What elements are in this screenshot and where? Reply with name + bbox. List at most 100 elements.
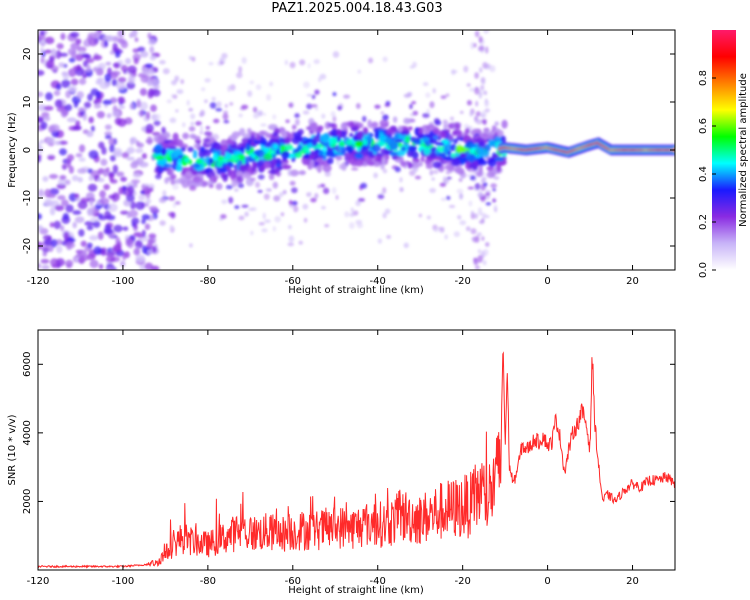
spectrogram-blob xyxy=(162,190,167,197)
spectrogram-blob xyxy=(115,81,126,90)
spectrogram-blob xyxy=(474,182,481,190)
spectrogram-blob xyxy=(380,111,385,115)
spectrogram-blob xyxy=(367,119,372,129)
spectrogram-blob xyxy=(442,178,450,185)
spectrogram-blob xyxy=(355,158,364,167)
spectrogram-blob xyxy=(66,154,75,162)
spectrogram-blob xyxy=(90,125,95,132)
spectrogram-blob xyxy=(77,176,84,183)
spectrogram-blob xyxy=(459,152,467,158)
spectrogram-blob xyxy=(483,182,488,187)
spectrogram-blob xyxy=(42,234,52,241)
spectrogram-blob xyxy=(39,139,45,144)
spectrogram-blob xyxy=(60,32,66,41)
spectrogram-blob xyxy=(428,151,437,159)
spectrogram-blob xyxy=(470,228,477,235)
spectrogram-blob xyxy=(60,108,68,118)
spectrogram-blob xyxy=(485,202,492,206)
spectrogram-blob xyxy=(57,195,66,201)
spectrogram-blob xyxy=(474,213,479,219)
spectrogram-blob xyxy=(403,118,411,125)
spectrogram-blob xyxy=(176,164,183,172)
y-tick-label: 6000 xyxy=(22,352,33,377)
spectrogram-blob xyxy=(208,184,214,189)
spectrogram-blob xyxy=(45,92,53,101)
spectrogram-blob xyxy=(205,126,210,130)
spectrogram-blob xyxy=(158,197,167,204)
spectrogram-blob xyxy=(474,146,485,156)
spectrogram-blob xyxy=(109,173,114,182)
spectrogram-blob xyxy=(407,145,418,152)
spectrogram-blob xyxy=(302,144,309,153)
spectrogram-blob xyxy=(105,251,116,257)
spectrogram-blob xyxy=(425,92,431,98)
spectrogram-blob xyxy=(332,51,340,58)
spectrogram-blob xyxy=(87,93,93,102)
spectrogram-blob xyxy=(109,155,116,162)
spectrogram-blob xyxy=(38,213,43,220)
spectrogram-blob xyxy=(55,83,62,91)
spectrogram-blob xyxy=(478,92,483,99)
spectrogram-blob xyxy=(184,158,190,163)
spectrogram-blob xyxy=(304,138,314,144)
spectrogram-blob xyxy=(291,200,298,206)
spectrogram-blob xyxy=(451,69,456,76)
spectrogram-blob xyxy=(104,134,112,140)
spectrogram-blob xyxy=(467,186,475,190)
spectrogram-blob xyxy=(78,144,86,153)
spectrogram-blob xyxy=(322,187,330,195)
spectrogram-blob xyxy=(77,200,88,210)
spectrogram-blob xyxy=(281,150,290,160)
spectrogram-blob xyxy=(327,122,336,128)
spectrogram-blob xyxy=(86,64,91,73)
spectrogram-blob xyxy=(187,146,195,153)
spectrogram-blob xyxy=(361,115,367,122)
spectrogram-blob xyxy=(75,38,82,45)
spectrogram-blob xyxy=(138,161,149,168)
spectrogram-blob xyxy=(241,57,247,64)
spectrogram-blob xyxy=(288,199,293,206)
spectrogram-blob xyxy=(97,177,105,183)
spectrogram-blob xyxy=(470,41,475,50)
spectrogram-blob xyxy=(82,60,88,68)
spectrogram-blob xyxy=(249,131,256,137)
spectrogram-blob xyxy=(321,113,326,119)
spectrogram-blob xyxy=(454,122,460,130)
figure-title: PAZ1.2025.004.18.43.G03 xyxy=(271,1,443,16)
spectrogram-blob xyxy=(42,246,50,253)
spectrogram-blob xyxy=(125,194,135,202)
spectrogram-blob xyxy=(382,212,387,219)
spectrogram-blob xyxy=(442,119,448,124)
spectrogram-blob xyxy=(249,177,256,182)
spectrogram-blob xyxy=(473,257,477,262)
spectrogram-blob xyxy=(469,175,476,181)
spectrogram-blob xyxy=(255,181,261,188)
spectrogram-blob xyxy=(331,128,337,138)
y-tick-label: -10 xyxy=(22,190,33,206)
spectrogram-blob xyxy=(340,129,347,139)
spectrogram-blob xyxy=(127,185,135,195)
spectrogram-blob xyxy=(61,71,68,76)
spectrogram-blob xyxy=(234,205,240,210)
spectrogram-blob xyxy=(241,104,249,110)
spectrogram-blob xyxy=(44,36,55,45)
spectrogram-blob xyxy=(496,129,504,137)
y-tick-label: 10 xyxy=(22,96,33,109)
spectrogram-blob xyxy=(139,88,148,96)
spectrogram-blob xyxy=(83,101,92,109)
spectrogram-blob xyxy=(213,118,220,124)
spectrogram-blob xyxy=(139,109,144,118)
spectrogram-blob xyxy=(147,38,157,46)
spectrogram-blob xyxy=(468,164,478,169)
spectrogram-blob xyxy=(310,122,318,130)
x-tick-label: -120 xyxy=(27,276,50,287)
spectrogram-blob xyxy=(354,153,364,160)
colorbar-tick-label: 0.2 xyxy=(698,214,709,230)
spectrogram-blob xyxy=(65,241,76,249)
spectrogram-blob xyxy=(41,264,50,270)
y-tick-label: 4000 xyxy=(22,420,33,445)
spectrogram-blob xyxy=(152,246,157,254)
snr-series-line xyxy=(38,351,675,569)
spectrogram-blob xyxy=(147,183,155,190)
y-tick-label: 2000 xyxy=(22,489,33,514)
